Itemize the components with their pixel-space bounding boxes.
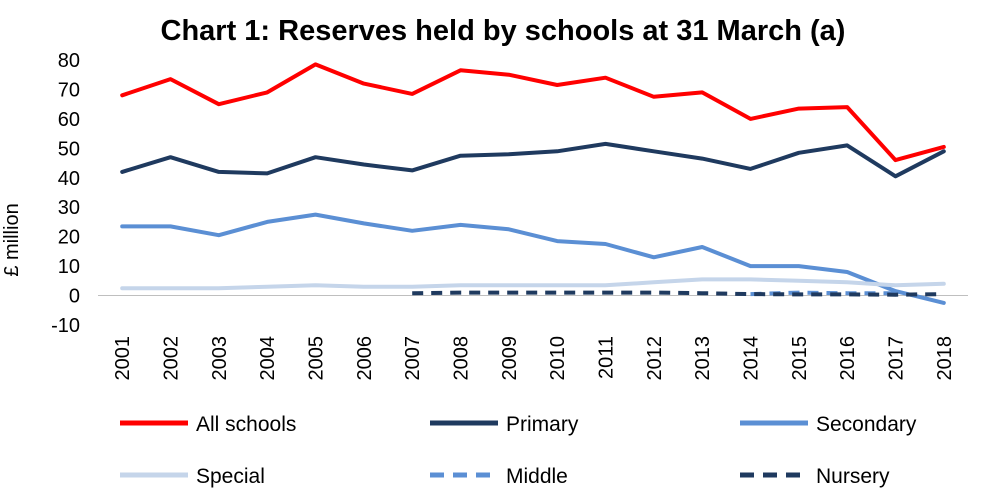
x-axis-ticks: 2001 2002 2003 2004 2005 2006 2007 2008 2009 2010…	[112, 336, 956, 381]
series-line-special	[120, 277, 946, 291]
x-tick-label: 2009	[499, 336, 521, 381]
series-line-all-schools	[120, 62, 946, 163]
y-tick-label: 60	[58, 109, 80, 131]
x-tick-label: 2014	[741, 336, 763, 381]
y-tick-label: 70	[58, 79, 80, 101]
legend-label-middle: Middle	[506, 465, 568, 488]
x-tick-label: 2003	[209, 336, 231, 381]
x-tick-label: 2005	[306, 336, 328, 381]
x-tick-label: 2006	[354, 336, 376, 381]
y-tick-label: -10	[51, 315, 80, 337]
y-tick-label: 40	[58, 168, 80, 190]
legend-label-secondary: Secondary	[816, 413, 917, 436]
x-tick-label: 2016	[837, 336, 859, 381]
y-tick-label: 80	[58, 50, 80, 72]
x-tick-label: 2008	[451, 336, 473, 381]
legend-label-all-schools: All schools	[196, 413, 296, 436]
x-tick-label: 2013	[692, 336, 714, 381]
series-line-nursery	[412, 290, 944, 297]
legend-label-nursery: Nursery	[816, 465, 890, 488]
x-tick-label: 2002	[161, 336, 183, 381]
y-axis-ticks: 80 70 60 50 40 30 20 10 0 -10	[51, 50, 80, 337]
x-tick-label: 2004	[257, 336, 279, 381]
y-tick-label: 30	[58, 197, 80, 219]
x-tick-label: 2012	[644, 336, 666, 381]
y-tick-label: 10	[58, 256, 80, 278]
y-axis-label: £ million	[1, 203, 23, 276]
x-tick-label: 2007	[402, 336, 424, 381]
legend-label-primary: Primary	[506, 413, 579, 436]
series-lines	[120, 62, 946, 305]
legend-label-special: Special	[196, 465, 265, 488]
chart-title: Chart 1: Reserves held by schools at 31 …	[161, 15, 846, 47]
series-line-secondary	[120, 212, 946, 305]
x-tick-label: 2001	[112, 336, 134, 381]
y-tick-label: 50	[58, 138, 80, 160]
y-tick-label: 20	[58, 227, 80, 249]
series-line-primary	[120, 141, 946, 179]
x-tick-label: 2017	[886, 336, 908, 381]
y-tick-label: 0	[69, 286, 80, 308]
x-tick-label: 2010	[547, 336, 569, 381]
legend: All schools Primary Secondary Special Middle…	[120, 413, 917, 488]
x-tick-label: 2018	[934, 336, 956, 381]
x-tick-label: 2011	[596, 336, 618, 379]
x-tick-label: 2015	[789, 336, 811, 381]
